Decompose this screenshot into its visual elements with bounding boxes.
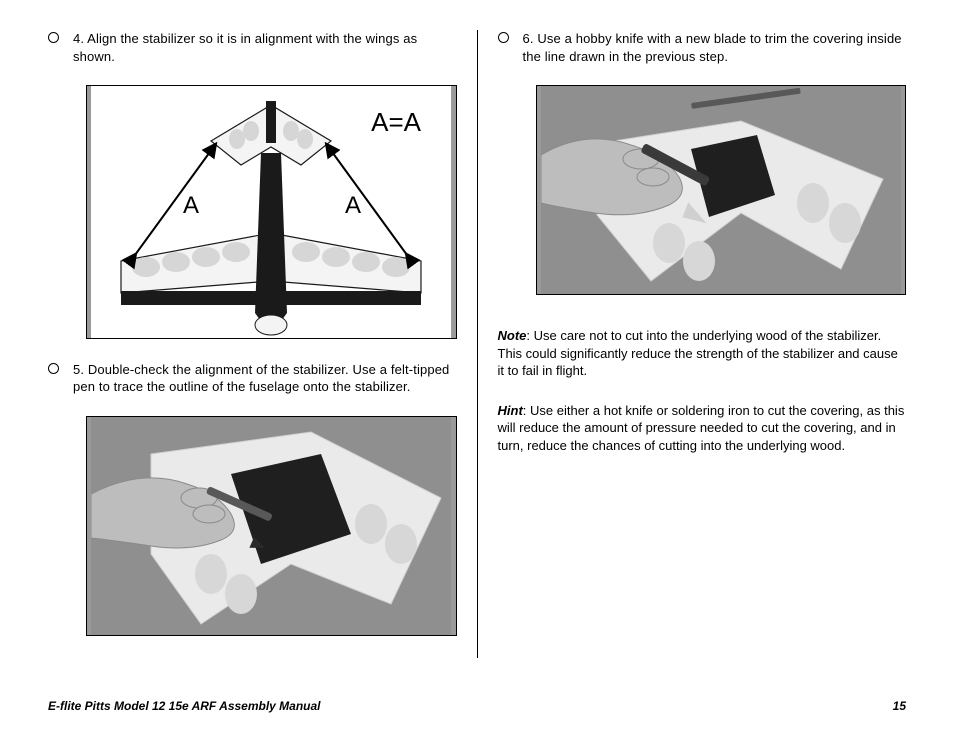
step-6: 6. Use a hobby knife with a new blade to… xyxy=(498,30,907,65)
step-body: Double-check the alignment of the stabil… xyxy=(73,362,449,395)
page-number: 15 xyxy=(893,698,906,714)
note-lead: Note xyxy=(498,328,527,343)
step-5-text: 5. Double-check the alignment of the sta… xyxy=(73,361,457,396)
footer-title: E-flite Pitts Model 12 15e ARF Assembly … xyxy=(48,698,321,714)
column-right: 6. Use a hobby knife with a new blade to… xyxy=(477,30,907,658)
note-text: : Use care not to cut into the underlyin… xyxy=(498,328,898,378)
step-number: 6. xyxy=(523,31,534,46)
step-5: 5. Double-check the alignment of the sta… xyxy=(48,361,457,396)
step-6-text: 6. Use a hobby knife with a new blade to… xyxy=(523,30,907,65)
column-left: 4. Align the stabilizer so it is in alig… xyxy=(48,30,477,658)
label-a-left: A xyxy=(183,192,199,219)
photo-trace-outline xyxy=(91,416,451,636)
checkbox-bullet xyxy=(498,32,509,43)
step-body: Use a hobby knife with a new blade to tr… xyxy=(523,31,902,64)
label-a-equals-a: A=A xyxy=(371,107,422,137)
hint-lead: Hint xyxy=(498,403,523,418)
photo-trim-covering xyxy=(541,85,901,295)
label-a-right: A xyxy=(345,192,361,219)
figure-step-5 xyxy=(86,416,457,636)
step-number: 5. xyxy=(73,362,84,377)
step-4: 4. Align the stabilizer so it is in alig… xyxy=(48,30,457,65)
hint-block: Hint: Use either a hot knife or solderin… xyxy=(498,402,907,455)
note-block: Note: Use care not to cut into the under… xyxy=(498,327,907,380)
figure-step-6 xyxy=(536,85,907,295)
hint-text: : Use either a hot knife or soldering ir… xyxy=(498,403,905,453)
checkbox-bullet xyxy=(48,32,59,43)
figure-step-4: A=A A A xyxy=(86,85,457,339)
diagram-alignment: A=A A A xyxy=(91,85,451,339)
checkbox-bullet xyxy=(48,363,59,374)
page-footer: E-flite Pitts Model 12 15e ARF Assembly … xyxy=(48,698,906,714)
step-body: Align the stabilizer so it is in alignme… xyxy=(73,31,417,64)
step-4-text: 4. Align the stabilizer so it is in alig… xyxy=(73,30,457,65)
step-number: 4. xyxy=(73,31,84,46)
page: 4. Align the stabilizer so it is in alig… xyxy=(0,0,954,688)
